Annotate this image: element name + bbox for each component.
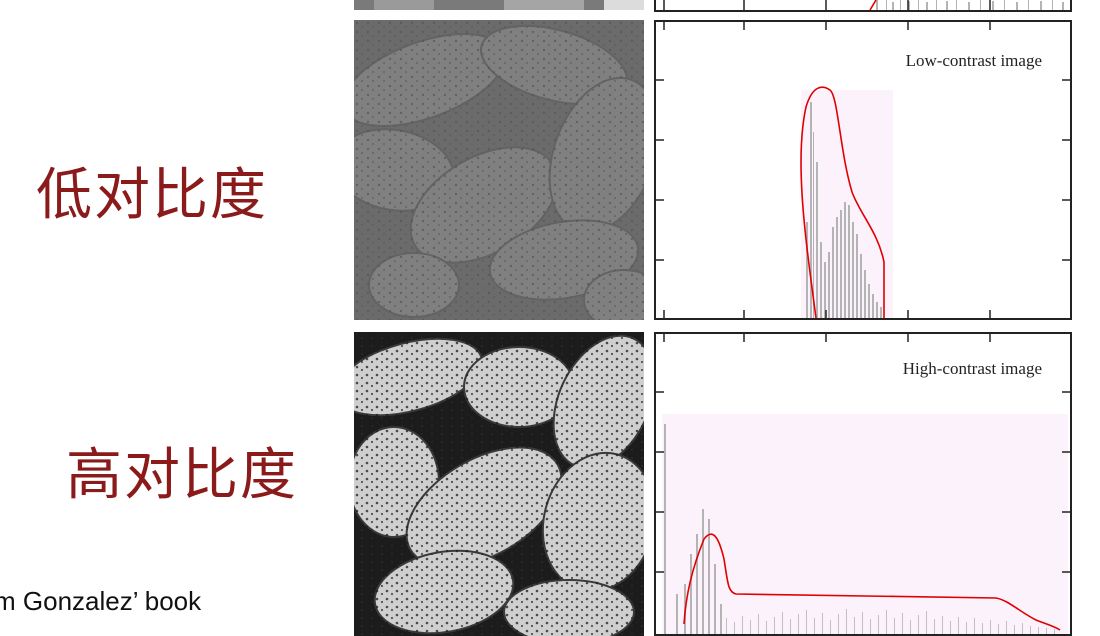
partial-histogram-top (654, 0, 1072, 12)
low-contrast-histogram-title: Low-contrast image (906, 51, 1042, 70)
low-contrast-histogram: Low-contrast image (654, 20, 1072, 320)
high-contrast-label: 高对比度 (66, 443, 298, 508)
low-contrast-label: 低对比度 (36, 163, 268, 228)
high-contrast-histogram: High-contrast image (654, 332, 1072, 636)
low-contrast-photo (354, 20, 644, 320)
high-contrast-photo (354, 332, 644, 636)
partial-photo-top (354, 0, 644, 10)
high-contrast-histogram-title: High-contrast image (903, 359, 1042, 378)
source-credit: m Gonzalez’ book (0, 586, 202, 616)
